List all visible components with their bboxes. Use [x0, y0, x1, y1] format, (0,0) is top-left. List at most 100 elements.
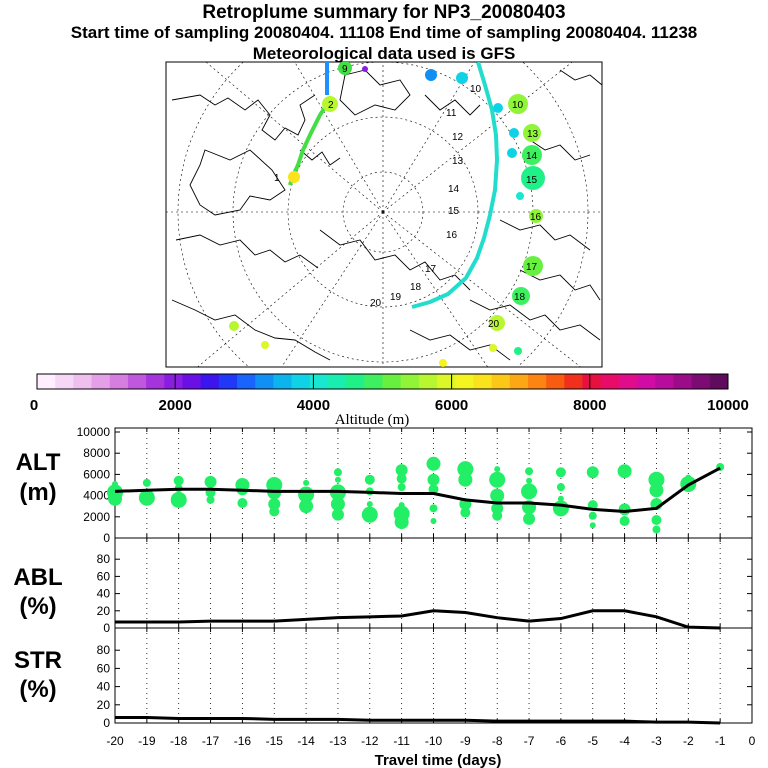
cluster-point: [589, 522, 596, 529]
y-tick-label: 10000: [77, 425, 111, 439]
colorbar-swatch: [709, 374, 729, 389]
cluster-point: [394, 515, 409, 530]
cluster-point: [619, 516, 630, 527]
cluster-point: [428, 484, 439, 495]
y-tick-label: 40: [97, 587, 111, 601]
x-tick-label: -7: [524, 734, 535, 748]
x-tick-label: -2: [683, 734, 694, 748]
cluster-point: [426, 456, 441, 471]
colorbar-label: 6000: [435, 397, 468, 414]
y-tick-label: 0: [103, 716, 110, 730]
colorbar-swatch: [218, 374, 238, 389]
cluster-point: [330, 497, 345, 512]
cluster-number: 20: [488, 319, 500, 330]
cluster-point: [397, 483, 406, 492]
panel-abl: 80 60 40 20 0 ABL(%): [13, 537, 753, 635]
map-day-label: 15: [448, 206, 460, 217]
cluster-point: [617, 464, 632, 479]
colorbar-label-min: 0: [30, 397, 38, 414]
panel-unit-label: (%): [19, 593, 56, 620]
y-tick-label: 2000: [83, 510, 110, 524]
cluster-number: 14: [526, 151, 538, 162]
colorbar-swatch: [618, 374, 638, 389]
colorbar-swatch: [346, 374, 365, 389]
x-tick-label: -3: [651, 734, 662, 748]
cluster-point: [237, 498, 248, 509]
colorbar-swatch: [309, 374, 329, 389]
map-day-label: 14: [448, 184, 460, 195]
x-tick-label: -16: [234, 734, 252, 748]
colorbar-swatch: [437, 374, 456, 389]
panel-label-str: STR: [14, 647, 62, 674]
cluster-point: [490, 488, 505, 503]
x-tick-label: -10: [425, 734, 443, 748]
cluster-point: [396, 473, 407, 484]
map-day-label: 1: [274, 173, 280, 184]
x-tick-label: -11: [393, 734, 410, 748]
cluster-point: [521, 483, 538, 500]
x-tick-label: -14: [297, 734, 315, 748]
map-day-label: 20: [370, 298, 382, 309]
altitude-clusters: [107, 456, 725, 534]
colorbar-swatch: [73, 374, 93, 389]
colorbar-swatch: [455, 374, 474, 389]
cluster-point: [138, 489, 155, 506]
cluster-point: [361, 506, 378, 523]
cluster-point: [204, 475, 217, 488]
colorbar-swatch: [364, 374, 383, 389]
y-tick-label: 8000: [83, 446, 110, 460]
cluster-point: [649, 483, 664, 498]
y-tick-label: 0: [103, 621, 110, 635]
x-tick-label: -20: [106, 734, 124, 748]
cluster-number: 13: [527, 129, 539, 140]
colorbar-swatch: [673, 374, 693, 389]
series-line-abl: [115, 609, 721, 630]
colorbar-swatch: [527, 374, 547, 389]
polar-map: 1 2 9 10 11 12 13 14 15 16 17 18 19 20 1…: [165, 61, 603, 368]
cluster-point: [206, 495, 215, 504]
cluster-point: [526, 477, 533, 484]
colorbar-swatch: [600, 374, 620, 389]
colorbar-swatch: [491, 374, 511, 389]
y-tick-label: 80: [97, 643, 111, 657]
cluster-point: [366, 501, 373, 508]
x-tick-label: -19: [138, 734, 156, 748]
colorbar-swatch: [146, 374, 165, 389]
cluster-point: [555, 467, 566, 478]
panel-label-alt: ALT: [16, 449, 61, 476]
cluster-point: [108, 491, 122, 506]
panel-unit-label: (m): [19, 479, 56, 506]
colorbar-swatch: [418, 374, 438, 389]
colorbar-label: 4000: [297, 397, 330, 414]
colorbar-labels: 2000 4000 6000 8000 10000: [159, 374, 749, 414]
y-tick-label: 4000: [83, 489, 110, 503]
map-day-label: 2: [328, 100, 334, 111]
coastlines: [171, 69, 602, 361]
map-day-label: 18: [410, 282, 422, 293]
colorbar-swatch: [164, 374, 183, 389]
x-tick-label: -12: [361, 734, 379, 748]
colorbar-swatch: [382, 374, 402, 389]
map-day-label: 12: [452, 132, 464, 143]
series-line-alt: [114, 466, 721, 514]
colorbar-swatch: [55, 374, 74, 389]
colorbar-title: Altitude (m): [335, 412, 410, 428]
map-day-labels: 1 2 9 10 11 12 13 14 15 16 17 18 19 20: [274, 64, 482, 309]
y-tick-label: 80: [97, 552, 111, 566]
map-cluster-numbers: 10 13 14 15 16 17 18 20: [488, 100, 542, 330]
y-tick-label: 20: [97, 698, 111, 712]
colorbar-swatch: [200, 374, 220, 389]
cluster-number: 10: [512, 100, 524, 111]
cluster-number: 18: [514, 292, 526, 303]
cluster-point: [458, 472, 473, 487]
colorbar-swatch: [91, 374, 111, 389]
cluster-point: [430, 518, 437, 525]
altitude-colorbar: [36, 373, 729, 390]
colorbar-swatch: [509, 374, 529, 389]
cluster-number: 17: [526, 262, 538, 273]
map-clusters: [229, 62, 545, 367]
chart-title: Retroplume summary for NP3_20080403: [202, 2, 566, 23]
cluster-point: [268, 498, 281, 511]
cluster-point: [170, 491, 187, 508]
